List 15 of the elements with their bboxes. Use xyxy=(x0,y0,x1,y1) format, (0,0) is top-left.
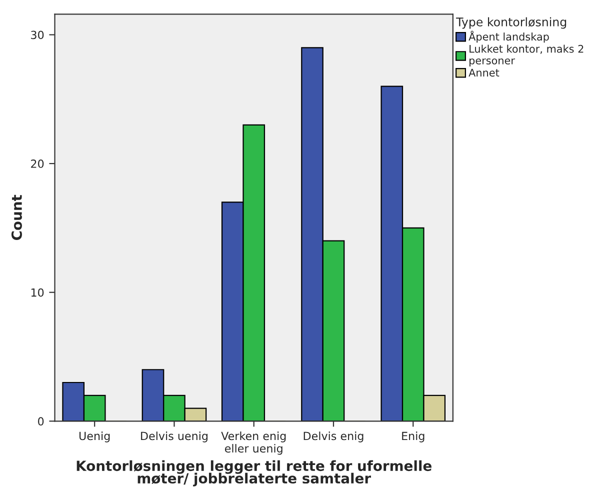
x-tick-label: Delvis uenig xyxy=(141,432,208,442)
legend-title: Type kontorløsning xyxy=(456,17,566,29)
y-tick-label: 20 xyxy=(31,160,44,168)
x-tick-label: Delvis enig xyxy=(304,432,364,442)
x-tick-label: Verken enig eller uenig xyxy=(221,432,286,455)
x-tick-label: Enig xyxy=(402,432,424,442)
y-axis-title: Count xyxy=(11,194,22,240)
y-tick-label: 30 xyxy=(31,30,44,40)
legend-label: Åpent landskap xyxy=(468,30,549,43)
y-tick-label: 0 xyxy=(38,417,44,426)
legend-label: Lukket kontor, maks 2 personer xyxy=(470,44,584,66)
x-tick-label: Uenig xyxy=(79,432,110,442)
x-axis-title: Kontorløsningen legger til rette for uformelle møter/ jobbrelaterte samtaler xyxy=(76,460,432,486)
legend-label: Annet xyxy=(468,68,500,77)
y-tick-label: 10 xyxy=(31,288,44,297)
